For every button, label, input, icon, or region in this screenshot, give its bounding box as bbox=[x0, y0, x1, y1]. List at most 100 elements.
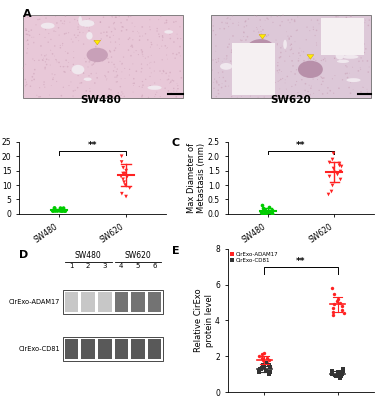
Point bbox=[111, 61, 117, 68]
Point bbox=[98, 36, 104, 42]
Point bbox=[289, 16, 295, 23]
Point bbox=[303, 36, 309, 43]
Point bbox=[146, 94, 152, 100]
Point bbox=[287, 20, 293, 26]
Point bbox=[270, 57, 276, 64]
Point bbox=[257, 23, 264, 30]
Point bbox=[151, 59, 157, 65]
Point bbox=[109, 14, 115, 21]
Point bbox=[104, 76, 110, 82]
Point bbox=[60, 84, 66, 90]
Point bbox=[55, 24, 62, 31]
Point bbox=[54, 208, 60, 214]
Point bbox=[103, 74, 109, 80]
Point bbox=[214, 59, 220, 66]
Point bbox=[51, 53, 57, 59]
Point bbox=[241, 33, 247, 40]
Point bbox=[241, 80, 248, 86]
Point bbox=[42, 53, 48, 59]
Point bbox=[71, 48, 77, 55]
Point bbox=[43, 52, 49, 58]
Point bbox=[139, 48, 146, 55]
Point bbox=[334, 33, 340, 39]
Point bbox=[116, 36, 122, 42]
Point bbox=[248, 75, 254, 81]
Point bbox=[40, 57, 46, 64]
Point bbox=[126, 66, 133, 72]
Point bbox=[117, 58, 123, 64]
Point bbox=[26, 32, 32, 38]
Point bbox=[274, 13, 280, 19]
Point bbox=[106, 59, 112, 66]
Point bbox=[210, 79, 217, 86]
Point bbox=[222, 83, 228, 90]
Point bbox=[329, 182, 335, 188]
Point bbox=[72, 16, 78, 23]
Point bbox=[97, 19, 104, 25]
Point bbox=[308, 62, 314, 69]
Point bbox=[274, 40, 280, 47]
Point bbox=[290, 50, 296, 57]
Point bbox=[249, 88, 255, 95]
Point bbox=[303, 80, 309, 87]
Point bbox=[60, 40, 66, 47]
Point bbox=[275, 70, 281, 76]
Point bbox=[354, 31, 360, 37]
Point bbox=[107, 34, 113, 40]
Point bbox=[314, 42, 320, 48]
Point bbox=[342, 54, 348, 60]
Bar bbox=[148, 339, 162, 359]
Point bbox=[159, 43, 165, 49]
Point bbox=[114, 78, 120, 85]
Point bbox=[159, 37, 165, 43]
Point bbox=[139, 94, 145, 100]
Point bbox=[219, 64, 225, 70]
Point bbox=[313, 57, 319, 64]
Point bbox=[255, 72, 261, 78]
Point bbox=[97, 19, 104, 26]
Point bbox=[50, 208, 56, 214]
Point bbox=[77, 29, 83, 36]
Point bbox=[163, 17, 170, 24]
Point bbox=[174, 88, 180, 94]
Point bbox=[230, 33, 236, 39]
Point bbox=[120, 164, 126, 171]
Point bbox=[241, 65, 248, 71]
Point bbox=[343, 14, 350, 20]
Point bbox=[220, 74, 227, 81]
Point bbox=[119, 60, 125, 67]
Point bbox=[39, 52, 45, 58]
Point bbox=[120, 170, 126, 177]
Point bbox=[254, 26, 260, 32]
Point bbox=[53, 78, 60, 85]
Text: E: E bbox=[172, 246, 180, 256]
Bar bbox=[148, 292, 162, 312]
Point bbox=[219, 84, 225, 91]
Bar bbox=[63, 290, 163, 314]
Point bbox=[84, 24, 90, 30]
Point bbox=[341, 51, 347, 57]
Point bbox=[86, 28, 92, 34]
Point bbox=[91, 20, 97, 26]
Text: CirExo-CD81: CirExo-CD81 bbox=[19, 346, 60, 352]
Point bbox=[318, 74, 324, 80]
Point bbox=[50, 76, 56, 82]
Point bbox=[159, 33, 165, 39]
Point bbox=[83, 88, 89, 94]
Point bbox=[29, 77, 35, 84]
Point bbox=[360, 84, 366, 91]
Point bbox=[237, 37, 243, 43]
Point bbox=[36, 94, 42, 100]
Point bbox=[296, 55, 302, 62]
Point bbox=[234, 50, 240, 57]
Point bbox=[263, 38, 269, 45]
Point bbox=[216, 82, 222, 88]
Point bbox=[346, 70, 352, 76]
Point bbox=[341, 310, 347, 316]
Point bbox=[257, 17, 263, 23]
Point bbox=[350, 64, 356, 70]
Point bbox=[154, 42, 160, 48]
Point bbox=[168, 79, 174, 86]
Point bbox=[282, 77, 288, 83]
Point bbox=[126, 35, 133, 41]
